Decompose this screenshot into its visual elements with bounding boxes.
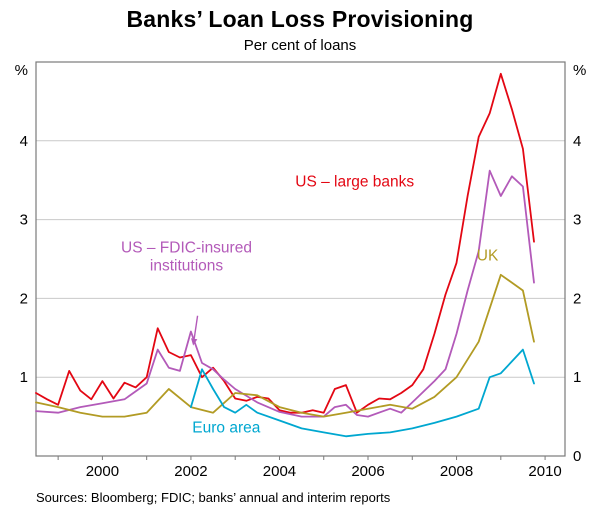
y-tick-label-right: 3 — [573, 212, 581, 229]
x-tick-label: 2006 — [351, 463, 384, 480]
series-line-us-fdic-insured-institutions — [35, 169, 535, 418]
y-tick-label-left: 4 — [20, 133, 28, 150]
x-tick-label: 2008 — [440, 463, 473, 480]
y-tick-label-left: 1 — [20, 369, 28, 386]
chart-title: Banks’ Loan Loss Provisioning — [126, 6, 474, 32]
y-tick-label-left: 2 — [20, 290, 28, 307]
series-label-euro-area: Euro area — [192, 419, 260, 436]
sources-note: Sources: Bloomberg; FDIC; banks’ annual … — [36, 490, 391, 505]
series-line-us-large-banks — [35, 72, 535, 414]
annotation-arrow-head — [191, 338, 198, 346]
y-axis-unit-left: % — [15, 62, 28, 79]
y-axis-unit-right: % — [573, 62, 586, 79]
x-tick-label: 2002 — [174, 463, 207, 480]
x-tick-label: 2000 — [86, 463, 119, 480]
y-tick-label-right: 1 — [573, 369, 581, 386]
y-tick-label-right: 4 — [573, 133, 581, 150]
annotation-arrow-line — [193, 315, 199, 339]
x-tick-label: 2004 — [263, 463, 296, 480]
x-tick-label: 2010 — [528, 463, 561, 480]
series-line-euro-area — [189, 348, 535, 438]
series-label-us-fdic-insured-institutions: US – FDIC-insured institutions — [121, 240, 252, 275]
series-line-uk — [35, 273, 535, 418]
series-label-us-large-banks: US – large banks — [295, 174, 414, 191]
plot-border — [35, 61, 566, 457]
y-tick-label-left: 3 — [20, 212, 28, 229]
series-label-uk: UK — [477, 248, 499, 265]
y-tick-label-right: 0 — [573, 448, 581, 465]
chart-subtitle: Per cent of loans — [243, 37, 357, 54]
y-tick-label-right: 2 — [573, 290, 581, 307]
